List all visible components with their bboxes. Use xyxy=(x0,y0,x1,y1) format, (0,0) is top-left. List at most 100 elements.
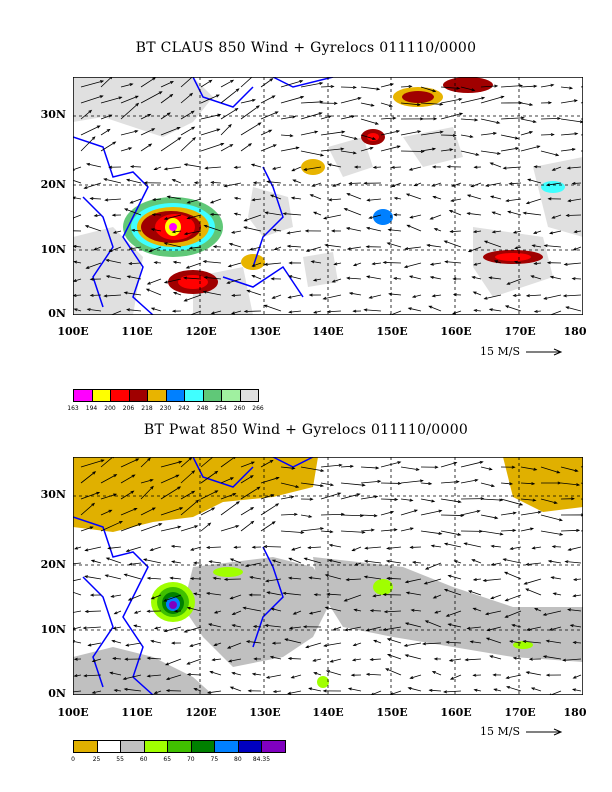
wind-vector-head xyxy=(349,464,354,468)
wind-vector xyxy=(163,594,182,602)
wind-vector xyxy=(400,102,421,106)
wind-vector-head xyxy=(288,557,293,561)
wind-vector xyxy=(140,114,151,120)
wind-vector xyxy=(251,164,262,168)
wind-vector xyxy=(187,214,202,219)
wind-vector-head xyxy=(208,560,213,564)
wind-vector-head xyxy=(246,289,251,293)
wind-vector-head xyxy=(545,183,550,187)
wind-vector-head xyxy=(372,137,377,140)
wind-vector-head xyxy=(170,81,174,85)
wind-vector xyxy=(100,474,117,484)
wind-vector xyxy=(494,260,502,264)
wind-vector-head xyxy=(422,642,427,646)
wind-vector-head xyxy=(123,573,128,577)
wind-vector xyxy=(291,674,302,679)
wind-vector-head xyxy=(504,598,509,602)
wind-vector xyxy=(272,166,282,170)
wind-vector xyxy=(80,492,100,500)
wind-vector xyxy=(264,262,282,265)
wind-vector xyxy=(440,481,459,484)
map1-xtick: 150E xyxy=(376,325,408,338)
wind-vector-head xyxy=(192,136,196,141)
wind-vector-head xyxy=(229,596,234,600)
wind-vector-head xyxy=(382,593,387,597)
wind-vector xyxy=(471,559,482,564)
wind-vector xyxy=(114,689,122,692)
wind-vector xyxy=(289,310,302,313)
wind-vector-head xyxy=(482,578,487,582)
wind-vector-head xyxy=(370,528,375,532)
wind-vector xyxy=(553,592,562,596)
wind-vector xyxy=(260,460,273,468)
wind-vector xyxy=(340,530,365,533)
wind-vector-head xyxy=(428,688,433,692)
wind-vector-head xyxy=(89,293,94,297)
wind-vector-head xyxy=(473,165,478,169)
wind-vector-head xyxy=(243,226,248,230)
wind-vector-head xyxy=(288,310,293,314)
wind-vector-head xyxy=(546,261,551,265)
wind-vector-head xyxy=(230,230,236,234)
wind-vector xyxy=(146,288,162,296)
wind-vector xyxy=(406,592,422,596)
wind-vector-head xyxy=(356,493,361,497)
wind-vector-head xyxy=(151,128,156,132)
wind-vector xyxy=(400,85,412,88)
wind-vector xyxy=(329,544,342,548)
wind-vector xyxy=(113,626,122,629)
wind-vector-head xyxy=(314,130,319,134)
wind-vector xyxy=(573,246,582,251)
wind-vector-head xyxy=(397,481,402,485)
wind-vector xyxy=(345,626,362,631)
wind-vector-head xyxy=(511,623,516,627)
wind-vector-head xyxy=(373,639,378,643)
wind-vector-head xyxy=(308,611,313,615)
wind-vector-head xyxy=(190,110,195,114)
wind-vector xyxy=(291,197,302,200)
wind-vector-head xyxy=(444,260,449,264)
wind-vector xyxy=(500,117,524,120)
map2-colorbar-swatch xyxy=(120,740,145,753)
wind-vector-head xyxy=(322,216,327,220)
wind-vector-head xyxy=(244,564,249,568)
wind-vector xyxy=(400,150,424,152)
wind-vector xyxy=(474,309,482,312)
wind-vector xyxy=(503,558,522,564)
wind-vector-head xyxy=(409,498,414,502)
wind-vector-head xyxy=(248,143,253,147)
wind-vector-head xyxy=(145,288,150,292)
wind-vector-head xyxy=(467,249,472,253)
wind-vector xyxy=(540,530,563,536)
wind-vector-head xyxy=(312,278,317,282)
wind-vector xyxy=(300,101,323,104)
wind-vector xyxy=(405,246,422,250)
wind-vector-head xyxy=(100,459,105,463)
map1-xtick: 130E xyxy=(249,325,281,338)
wind-vector-head xyxy=(332,627,337,631)
wind-vector xyxy=(340,514,363,517)
map2-xtick: 120E xyxy=(185,706,217,719)
wind-vector-head xyxy=(103,178,108,182)
wind-vector xyxy=(366,626,382,631)
wind-vector-head xyxy=(536,145,541,149)
wind-vector xyxy=(120,130,138,136)
map2-pwat-storm xyxy=(151,567,533,688)
wind-vector-head xyxy=(529,103,534,107)
wind-vector-head xyxy=(113,688,118,692)
wind-vector-head xyxy=(230,477,235,481)
wind-vector xyxy=(420,102,443,105)
map1-xtick: 120E xyxy=(185,325,217,338)
wind-vector xyxy=(320,148,344,152)
wind-vector xyxy=(444,589,462,596)
wind-vector-head xyxy=(525,671,530,675)
wind-vector xyxy=(205,166,222,169)
wind-vector-head xyxy=(146,609,151,613)
wind-vector xyxy=(513,294,522,297)
wind-vector xyxy=(160,81,174,88)
wind-vector-head xyxy=(153,167,158,171)
wind-vector xyxy=(165,658,182,666)
wind-vector xyxy=(568,198,582,202)
wind-vector xyxy=(549,230,562,234)
map1-wind-vectors xyxy=(73,77,583,315)
